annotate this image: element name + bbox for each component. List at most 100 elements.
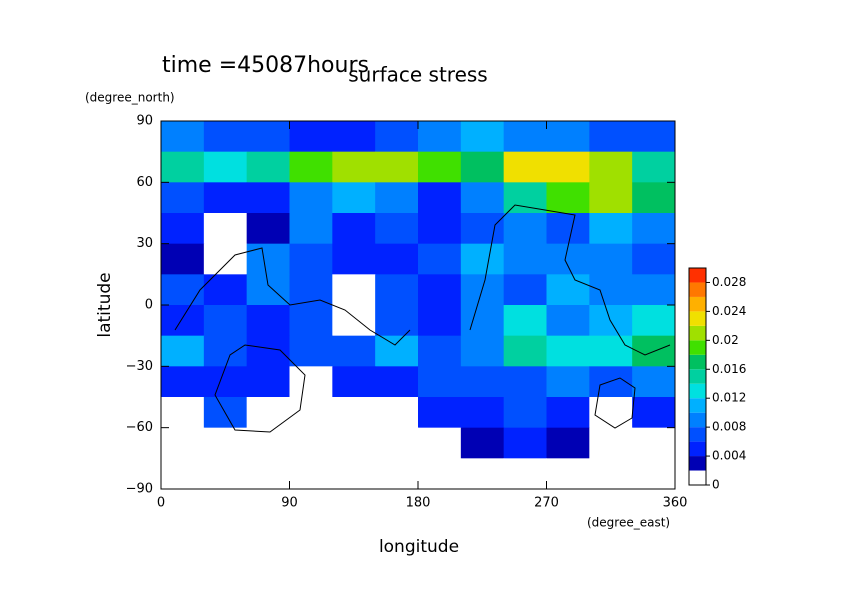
cell	[546, 335, 590, 367]
cell	[289, 182, 333, 214]
cell	[161, 243, 205, 275]
y-tick-label: 30	[136, 236, 153, 251]
cell	[460, 243, 505, 275]
x-tick-label: 270	[534, 496, 559, 511]
cell	[203, 305, 248, 337]
cell	[246, 305, 290, 337]
colorbar-band	[689, 296, 706, 312]
cell	[246, 182, 290, 214]
colorbar-frame	[688, 267, 707, 486]
x-unit: (degree_east)	[587, 516, 670, 530]
cell	[289, 274, 333, 306]
cell	[161, 182, 205, 214]
cell	[546, 182, 590, 214]
colorbar-band	[689, 340, 706, 355]
cell	[418, 213, 462, 245]
y-unit: (degree_north)	[85, 91, 175, 105]
cell	[546, 427, 590, 459]
cell	[632, 427, 676, 459]
cell	[375, 274, 419, 306]
cell	[332, 458, 376, 490]
cell	[632, 121, 676, 153]
cell	[332, 243, 376, 275]
cell	[589, 151, 633, 183]
cell	[203, 182, 248, 214]
cell	[503, 243, 547, 275]
x-tick-label: 90	[281, 496, 298, 511]
cell	[161, 335, 205, 367]
cell	[589, 397, 633, 429]
cell	[418, 121, 462, 153]
colorbar-band	[689, 470, 706, 485]
cell	[332, 305, 376, 337]
coastline	[174, 204, 671, 433]
cell	[375, 366, 419, 398]
cell	[460, 397, 505, 429]
cell	[460, 335, 505, 367]
cell	[161, 458, 205, 490]
cell	[375, 121, 419, 153]
cell	[375, 243, 419, 275]
cell	[460, 458, 505, 490]
cell	[246, 213, 290, 245]
colorbar-label: 0.016	[712, 362, 746, 376]
cell	[375, 397, 419, 429]
y-tick-label: 0	[145, 298, 153, 313]
cell	[289, 458, 333, 490]
cell	[332, 274, 376, 306]
cell	[632, 182, 676, 214]
chart-title: surface stress	[348, 63, 487, 87]
cell	[161, 366, 205, 398]
cell	[632, 213, 676, 245]
cell	[203, 458, 248, 490]
cell	[203, 335, 248, 367]
cell	[418, 427, 462, 459]
cell	[332, 151, 376, 183]
x-tick-label: 0	[157, 496, 165, 511]
cell	[161, 213, 205, 245]
cell	[503, 335, 547, 367]
cell	[289, 121, 333, 153]
cell	[503, 151, 547, 183]
y-tick-label: −90	[126, 482, 153, 497]
cell	[289, 366, 333, 398]
cell	[418, 274, 462, 306]
cell	[503, 213, 547, 245]
cell	[589, 458, 633, 490]
cell	[632, 366, 676, 398]
cell	[589, 427, 633, 459]
y-tick-label: −30	[126, 359, 153, 374]
cell	[375, 182, 419, 214]
cell	[460, 213, 505, 245]
cell	[546, 305, 590, 337]
cell	[246, 458, 290, 490]
cell	[418, 458, 462, 490]
cell	[632, 397, 676, 429]
cell	[418, 305, 462, 337]
cell	[203, 427, 248, 459]
cell	[589, 274, 633, 306]
y-tick-label: −60	[126, 420, 153, 435]
cell	[503, 305, 547, 337]
cell	[375, 335, 419, 367]
cell	[289, 213, 333, 245]
cell	[375, 305, 419, 337]
cell	[503, 182, 547, 214]
cell	[289, 305, 333, 337]
cell	[246, 151, 290, 183]
cell	[589, 121, 633, 153]
colorbar-label: 0.024	[712, 304, 746, 318]
x-tick-label: 180	[406, 496, 431, 511]
cell	[503, 427, 547, 459]
cell	[460, 151, 505, 183]
cell	[289, 243, 333, 275]
cell	[546, 366, 590, 398]
colorbar-band	[689, 354, 706, 370]
cell	[418, 243, 462, 275]
cell	[546, 243, 590, 275]
colorbar-band	[689, 427, 706, 442]
cell	[632, 274, 676, 306]
cell	[460, 427, 505, 459]
cell	[375, 427, 419, 459]
cell	[589, 243, 633, 275]
